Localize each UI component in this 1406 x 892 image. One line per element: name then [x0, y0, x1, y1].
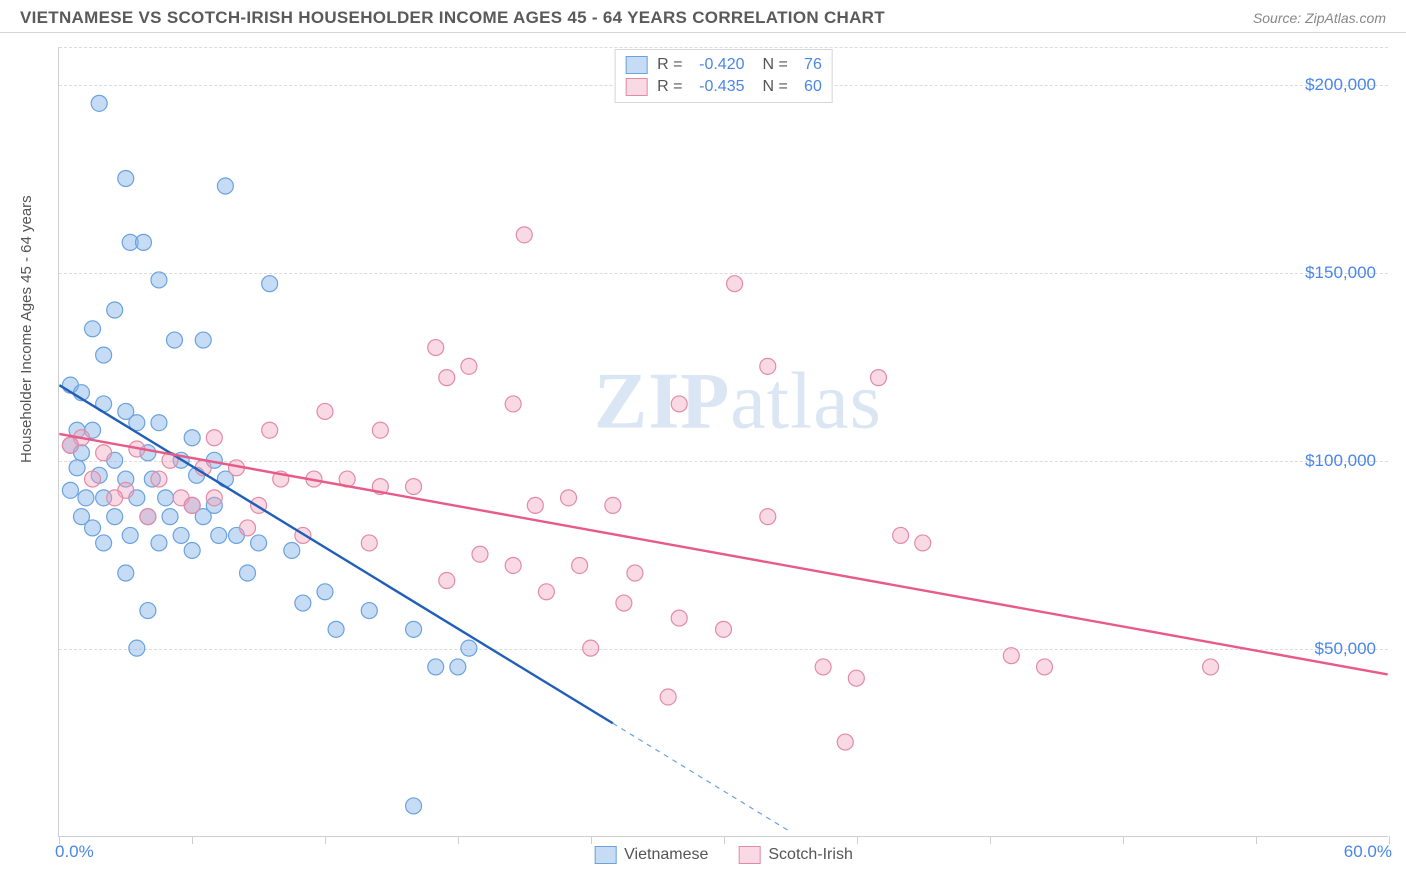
legend-swatch: [738, 846, 760, 864]
plot-area: ZIPatlas R =-0.420N =76R =-0.435N =60 0.…: [58, 47, 1388, 837]
x-tick: [325, 836, 326, 844]
x-tick: [1123, 836, 1124, 844]
chart-container: Householder Income Ages 45 - 64 years ZI…: [0, 33, 1406, 883]
legend-stats: R = -0.420 N = 76 R = -0.435 N = 60: [614, 49, 833, 103]
source-label: Source: ZipAtlas.com: [1253, 10, 1386, 26]
x-tick: [59, 836, 60, 844]
y-axis-label: Householder Income Ages 45 - 64 years: [18, 195, 35, 463]
x-tick: [724, 836, 725, 844]
legend-r-label: R =: [657, 78, 682, 96]
x-tick: [458, 836, 459, 844]
x-tick: [990, 836, 991, 844]
trend-line: [59, 385, 612, 723]
x-tick: [1256, 836, 1257, 844]
legend-stats-row: R = -0.420 N = 76: [625, 54, 822, 76]
trend-line: [59, 434, 1387, 674]
legend-series-label: Vietnamese: [624, 846, 708, 864]
x-tick: [1389, 836, 1390, 844]
legend-r-label: R =: [657, 56, 682, 74]
legend-swatch: [625, 78, 647, 96]
legend-r-value: -0.435: [689, 78, 745, 96]
legend-n-label: N =: [763, 56, 788, 74]
legend-series-item: Scotch-Irish: [738, 846, 852, 864]
x-tick: [591, 836, 592, 844]
legend-series: Vietnamese Scotch-Irish: [594, 846, 853, 864]
legend-swatch: [594, 846, 616, 864]
legend-series-label: Scotch-Irish: [768, 846, 852, 864]
legend-n-value: 76: [794, 56, 822, 74]
x-tick: [857, 836, 858, 844]
legend-n-label: N =: [763, 78, 788, 96]
x-axis-min-label: 0.0%: [55, 842, 94, 862]
legend-series-item: Vietnamese: [594, 846, 708, 864]
x-tick: [192, 836, 193, 844]
legend-swatch: [625, 56, 647, 74]
trend-line-dashed: [613, 723, 790, 831]
legend-r-value: -0.420: [689, 56, 745, 74]
legend-stats-row: R = -0.435 N = 60: [625, 76, 822, 98]
chart-title: VIETNAMESE VS SCOTCH-IRISH HOUSEHOLDER I…: [20, 8, 885, 28]
x-axis-max-label: 60.0%: [1344, 842, 1392, 862]
legend-n-value: 60: [794, 78, 822, 96]
trend-lines-layer: [59, 47, 1388, 836]
